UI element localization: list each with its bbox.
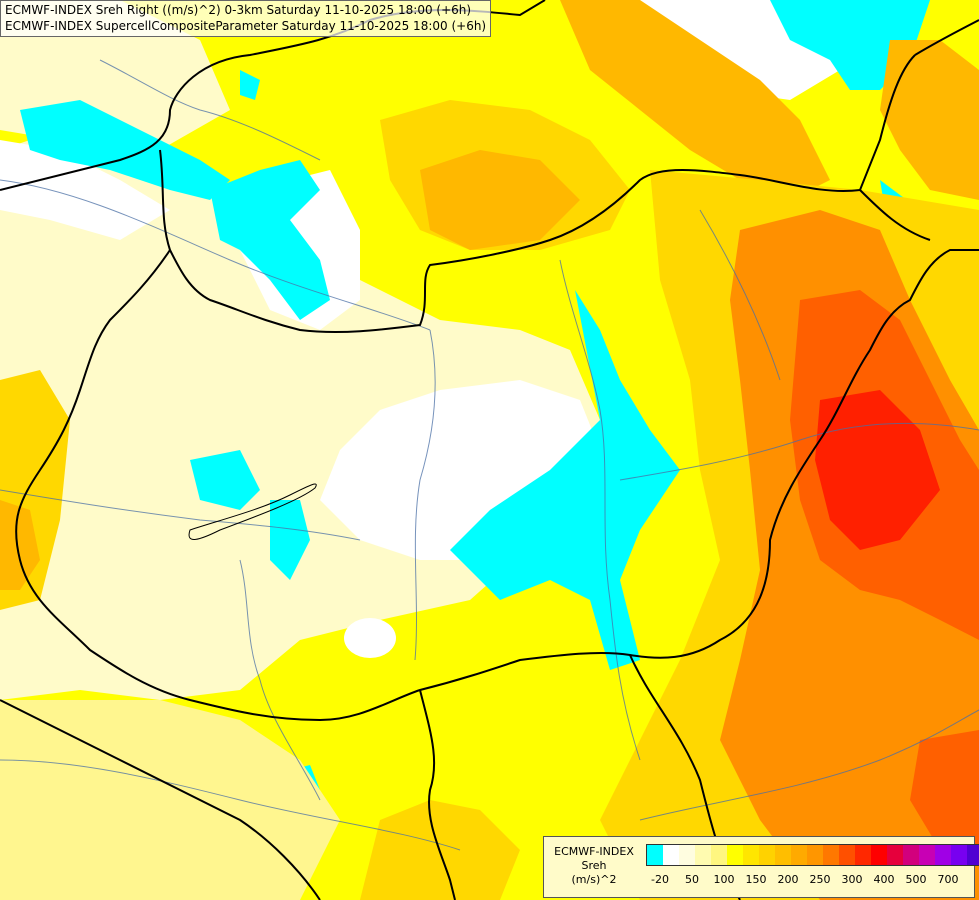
field-amber-west [0, 500, 40, 590]
legend-title: ECMWF-INDEX Sreh (m/s)^2 [548, 845, 640, 887]
legend-swatch [935, 845, 951, 865]
legend-swatch [775, 845, 791, 865]
legend-ticks: -20 50 100 150 200 250 300 400 500 700 [644, 873, 974, 887]
legend-swatch [679, 845, 695, 865]
legend-tick-label: 100 [713, 873, 735, 886]
legend-swatch [663, 845, 679, 865]
legend-tick-label: 200 [777, 873, 799, 886]
legend-tick-label: 700 [937, 873, 959, 886]
legend-swatch [743, 845, 759, 865]
color-legend: ECMWF-INDEX Sreh (m/s)^2 -20 50 100 150 200 2… [543, 836, 979, 898]
legend-swatch [791, 845, 807, 865]
rivers [0, 59, 979, 851]
legend-swatch [887, 845, 903, 865]
legend-swatch [695, 845, 711, 865]
legend-swatch [919, 845, 935, 865]
legend-swatch [903, 845, 919, 865]
legend-swatch [807, 845, 823, 865]
field-cyan-northwest [20, 100, 230, 200]
legend-swatch [951, 845, 967, 865]
map-title: ECMWF-INDEX Sreh Right ((m/s)^2) 0-3km S… [0, 0, 492, 37]
field-white-spot [344, 618, 396, 658]
legend-tick-label: 250 [809, 873, 831, 886]
field-cyan-southwest [270, 500, 310, 580]
field-amber-northeast-2 [880, 40, 979, 200]
field-light-yellow-south [0, 700, 340, 900]
field-cyan-small-north [240, 70, 260, 100]
field-amber-northeast [560, 0, 830, 200]
legend-title-line2: Sreh [581, 859, 607, 872]
legend-tick-label: 500 [905, 873, 927, 886]
legend-swatch [967, 845, 979, 865]
legend-swatch [727, 845, 743, 865]
legend-title-line3: (m/s)^2 [571, 873, 617, 886]
legend-tick-label: 400 [873, 873, 895, 886]
legend-swatch [855, 845, 871, 865]
legend-swatch [823, 845, 839, 865]
legend-swatch [871, 845, 887, 865]
field-cyan-north [210, 160, 330, 320]
field-amber-north [420, 150, 580, 250]
lake-outline [188, 483, 317, 540]
legend-swatch [711, 845, 727, 865]
legend-tick-label: 300 [841, 873, 863, 886]
field-cyan-west [190, 450, 260, 510]
legend-title-line1: ECMWF-INDEX [554, 845, 634, 858]
legend-tick-label: 150 [745, 873, 767, 886]
legend-swatch [647, 845, 663, 865]
title-line-sreh: ECMWF-INDEX Sreh Right ((m/s)^2) 0-3km S… [5, 3, 472, 17]
field-white-northwest [0, 140, 170, 240]
legend-swatch [759, 845, 775, 865]
legend-tick-label: -20 [651, 873, 669, 886]
legend-color-bar [646, 844, 979, 866]
legend-tick-label: 50 [685, 873, 699, 886]
field-cyan-center [450, 290, 680, 670]
field-dark-orange-southeast [910, 730, 979, 860]
title-line-scp: ECMWF-INDEX SupercellCompositeParameter … [5, 19, 487, 33]
field-red-core [815, 390, 940, 550]
legend-swatch [839, 845, 855, 865]
